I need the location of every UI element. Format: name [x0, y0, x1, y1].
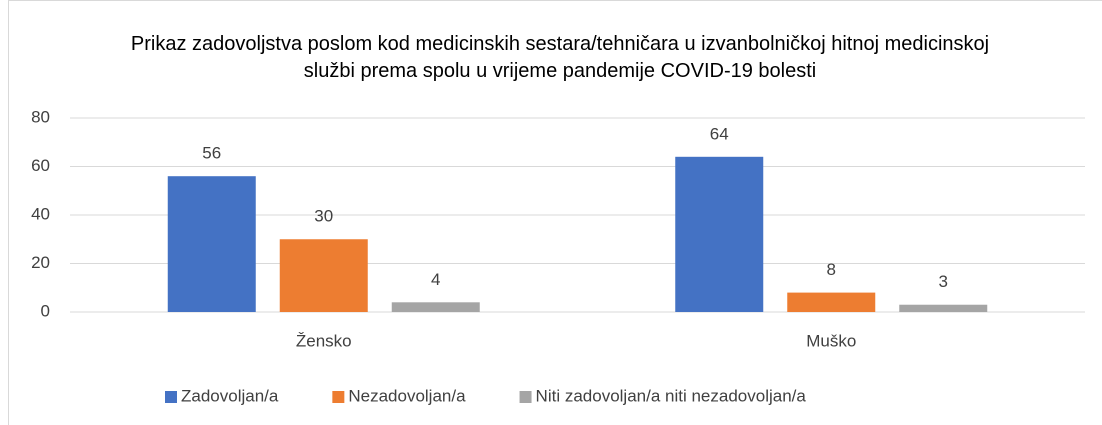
chart-frame	[8, 0, 1102, 425]
x-tick-label: Muško	[806, 331, 856, 350]
legend-label: Zadovoljan/a	[181, 386, 279, 405]
bar	[167, 176, 256, 312]
bar	[279, 239, 368, 312]
bar	[391, 302, 480, 312]
data-label: 4	[431, 270, 440, 289]
chart-title: Prikaz zadovoljstva poslom kod medicinsk…	[130, 33, 990, 82]
y-tick-label: 0	[41, 301, 50, 320]
y-tick-label: 60	[31, 156, 50, 175]
legend-swatch	[519, 391, 532, 403]
y-tick-label: 80	[31, 107, 50, 126]
legend-swatch	[332, 391, 345, 403]
legend-swatch	[165, 391, 177, 403]
data-label: 56	[202, 144, 221, 163]
data-label: 30	[314, 207, 333, 226]
bar	[675, 156, 764, 312]
bar	[787, 292, 876, 312]
y-tick-label: 20	[31, 253, 50, 272]
x-tick-label: Žensko	[296, 331, 352, 350]
data-label: 64	[710, 124, 729, 143]
legend-label: Nezadovoljan/a	[348, 386, 466, 405]
legend-label: Niti zadovoljan/a niti nezadovoljan/a	[536, 386, 807, 405]
bar	[899, 304, 988, 312]
y-tick-label: 40	[31, 204, 50, 223]
data-label: 3	[939, 272, 948, 291]
data-label: 8	[827, 260, 836, 279]
